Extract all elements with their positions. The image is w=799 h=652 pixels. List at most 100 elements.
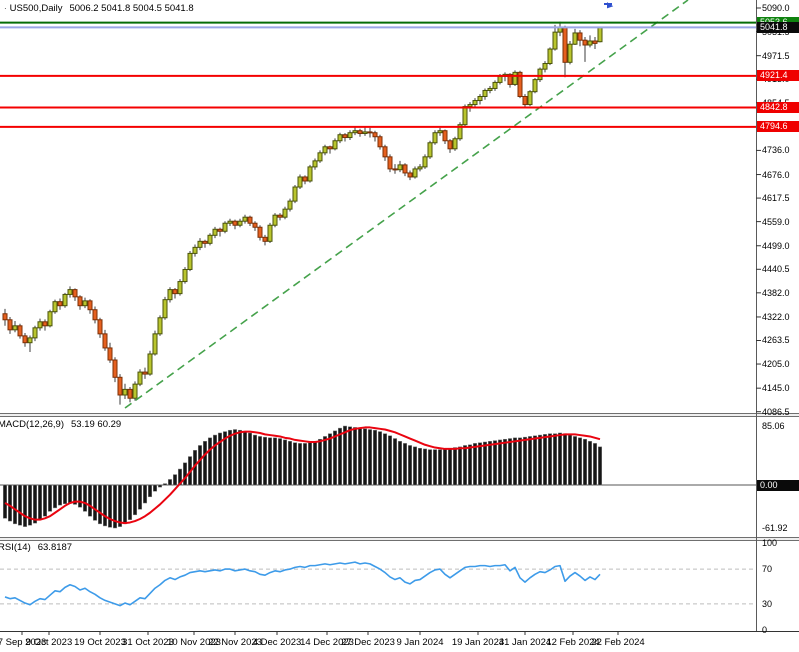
macd-histogram-bar [8, 484, 12, 522]
macd-histogram-bar [338, 427, 342, 486]
macd-histogram-bar [113, 484, 117, 529]
candle-bull [422, 156, 428, 168]
macd-histogram-bar [478, 442, 482, 486]
macd-histogram-bar [38, 484, 42, 520]
date-label: 27 Dec 2023 [341, 637, 395, 648]
candle-bear [57, 301, 63, 307]
candle-bear [202, 240, 208, 244]
candle-bear [327, 146, 333, 150]
macd-histogram-bar [143, 484, 147, 504]
date-label: 12 Feb 2024 [546, 637, 600, 648]
candle-bear [377, 136, 383, 148]
candle-bull [177, 281, 183, 295]
macd-histogram-bar [563, 433, 567, 486]
symbol-label: US500,Daily [9, 3, 63, 14]
macd-axis-label-85.06: 85.06 [762, 421, 785, 431]
macd-histogram-bar [23, 484, 27, 527]
arrow-marker[interactable] [604, 2, 614, 9]
candle-bear [117, 376, 123, 396]
panel-separator-macd[interactable] [0, 413, 799, 417]
macd-histogram-bar [43, 484, 47, 517]
candle-bear [112, 359, 118, 378]
rsi-series [0, 561, 756, 607]
date-label: 19 Oct 2023 [74, 637, 126, 648]
candle-bear [392, 168, 398, 171]
macd-histogram-bar [443, 448, 447, 486]
macd-histogram-bar [218, 432, 222, 486]
date-label: 9 Jan 2024 [396, 637, 444, 648]
candle-bull [242, 216, 248, 222]
candle-bull [312, 160, 318, 168]
macd-histogram-bar [348, 426, 352, 486]
price-tick-label: 4145.0 [762, 383, 790, 394]
candle-bear [372, 132, 378, 138]
macd-histogram-bar [413, 446, 417, 486]
macd-histogram-bar [598, 446, 602, 486]
macd-histogram-bar [453, 447, 457, 486]
price-tick-label: 4676.0 [762, 169, 790, 180]
candle-bull [82, 300, 88, 307]
candle-bear [107, 347, 113, 361]
candle-bull [227, 220, 233, 224]
macd-histogram-bar [438, 449, 442, 486]
symbol-ohlc-label: · US500,Daily 5006.2 5041.8 5004.5 5041.8 [4, 3, 194, 14]
trendline[interactable] [124, 0, 689, 409]
candle-bear [402, 164, 408, 174]
candle-bull [587, 40, 593, 46]
macd-histogram-bar [48, 484, 52, 512]
candle-bear [102, 333, 108, 349]
price-tick-label: 4559.0 [762, 216, 790, 227]
candle-bull [272, 214, 278, 226]
macd-histogram-bar [158, 484, 162, 488]
macd-histogram-bar [328, 433, 332, 486]
price-tick-label: 4736.0 [762, 145, 790, 156]
price-tick-label: 4382.0 [762, 287, 790, 298]
macd-histogram-bar [278, 438, 282, 486]
macd-histogram-bar [588, 441, 592, 486]
candle-bull [417, 166, 423, 170]
macd-histogram-bar [428, 449, 432, 486]
candle-bull [362, 131, 368, 135]
candle-bull [337, 134, 343, 142]
macd-histogram-bar [393, 438, 397, 486]
macd-histogram-bar [473, 443, 477, 486]
candle-bull [487, 87, 493, 91]
macd-series [0, 425, 756, 529]
macd-histogram-bar [58, 484, 62, 506]
candle-bull [137, 371, 143, 385]
macd-histogram-bar [238, 429, 242, 486]
candle-bull [267, 224, 273, 242]
price-tick-label: 4499.0 [762, 240, 790, 251]
macd-histogram-bar [323, 436, 327, 486]
macd-histogram-bar [423, 448, 427, 486]
panel-separator-rsi[interactable] [0, 537, 799, 541]
candle-bear [42, 321, 48, 327]
candle-bear [442, 130, 448, 142]
macd-histogram-bar [363, 428, 367, 486]
macd-histogram-bar [533, 435, 537, 486]
candle-bull [472, 100, 478, 106]
date-label: 9 Oct 2023 [25, 637, 73, 648]
price-line-label-5041.8: 5041.8 [757, 21, 799, 33]
macd-histogram-bar [28, 484, 32, 526]
macd-histogram-bar [523, 436, 527, 486]
macd-histogram-bar [313, 441, 317, 486]
candle-bear [142, 371, 148, 375]
candle-bull [467, 104, 473, 108]
candle-bull [542, 63, 548, 70]
candle-bull [547, 48, 553, 65]
date-label: 31 Oct 2023 [122, 637, 174, 648]
candle-bear [582, 39, 588, 46]
candle-bull [532, 79, 538, 93]
candle-bull [292, 186, 298, 202]
candle-bear [387, 156, 393, 170]
macd-histogram-bar [408, 445, 412, 486]
chart-objects [0, 0, 756, 409]
candle-bull [597, 26, 603, 43]
macd-histogram-bar [263, 436, 267, 486]
rsi-axis-label-30: 30 [762, 598, 773, 609]
macd-histogram-bar [593, 443, 597, 486]
price-tick-label: 5090.0 [762, 3, 790, 13]
macd-histogram-bar [88, 484, 92, 517]
macd-histogram-bar [118, 484, 122, 527]
